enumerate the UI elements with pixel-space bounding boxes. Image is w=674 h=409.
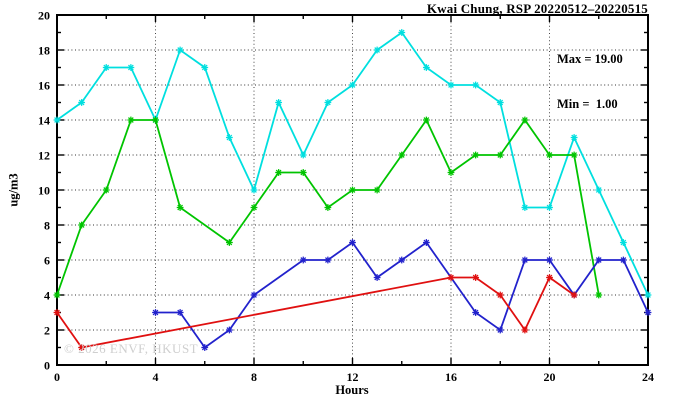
series-line-red bbox=[56, 276, 575, 349]
x-axis-label: Hours bbox=[335, 383, 369, 397]
series-markers-blue bbox=[152, 239, 652, 351]
series-markers-red bbox=[53, 274, 578, 351]
x-tick-label: 0 bbox=[54, 370, 60, 384]
y-tick-label: 12 bbox=[38, 149, 50, 163]
y-tick-label: 18 bbox=[38, 44, 50, 58]
series-markers-green bbox=[53, 116, 603, 299]
x-tick-label: 12 bbox=[347, 370, 359, 384]
watermark: © 2026 ENVF, HKUST bbox=[64, 341, 199, 356]
tick-marks bbox=[56, 14, 649, 366]
x-tick-label: 8 bbox=[251, 370, 257, 384]
y-tick-label: 16 bbox=[38, 79, 50, 93]
y-tick-label: 0 bbox=[44, 359, 50, 373]
y-tick-label: 20 bbox=[38, 9, 50, 23]
x-tick-label: 24 bbox=[642, 370, 654, 384]
series-line-green bbox=[56, 118, 600, 296]
max-label: Max = 19.00 bbox=[557, 52, 623, 66]
y-tick-label: 2 bbox=[44, 324, 50, 338]
x-tick-label: 16 bbox=[445, 370, 457, 384]
min-label: Min = 1.00 bbox=[557, 97, 618, 111]
y-axis-label: ug/m3 bbox=[6, 173, 21, 207]
y-tick-label: 14 bbox=[38, 114, 50, 128]
x-tick-label: 20 bbox=[544, 370, 556, 384]
chart-title: Kwai Chung, RSP 20220512–20220515 bbox=[426, 1, 648, 16]
y-tick-label: 6 bbox=[44, 254, 50, 268]
series-markers-cyan bbox=[53, 29, 652, 299]
y-tick-label: 4 bbox=[44, 289, 50, 303]
maxmin-annotation: Max = 19.00 Min = 1.00 bbox=[557, 22, 623, 142]
y-tick-label: 10 bbox=[38, 184, 50, 198]
y-tick-label: 8 bbox=[44, 219, 50, 233]
x-tick-label: 4 bbox=[153, 370, 159, 384]
